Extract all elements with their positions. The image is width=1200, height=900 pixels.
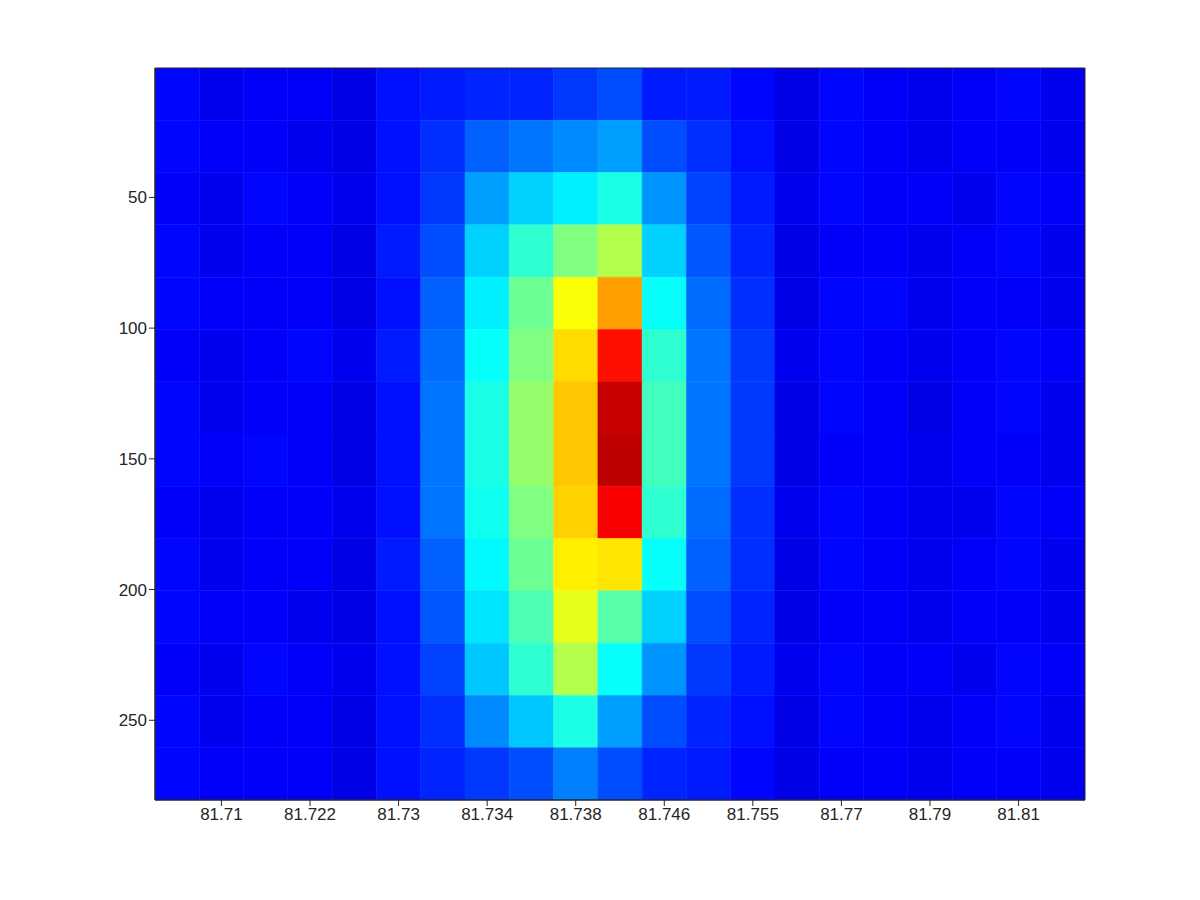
svg-text:81.79: 81.79 [909, 805, 952, 824]
svg-text:81.746: 81.746 [638, 805, 690, 824]
svg-text:81.755: 81.755 [727, 805, 779, 824]
svg-text:50: 50 [128, 188, 147, 207]
svg-text:81.734: 81.734 [461, 805, 513, 824]
svg-text:150: 150 [119, 450, 147, 469]
svg-text:81.722: 81.722 [284, 805, 336, 824]
svg-text:200: 200 [119, 581, 147, 600]
svg-text:81.81: 81.81 [997, 805, 1040, 824]
svg-text:81.738: 81.738 [550, 805, 602, 824]
svg-text:81.77: 81.77 [820, 805, 863, 824]
svg-text:100: 100 [119, 319, 147, 338]
svg-text:81.71: 81.71 [200, 805, 243, 824]
svg-text:250: 250 [119, 711, 147, 730]
svg-text:81.73: 81.73 [377, 805, 420, 824]
